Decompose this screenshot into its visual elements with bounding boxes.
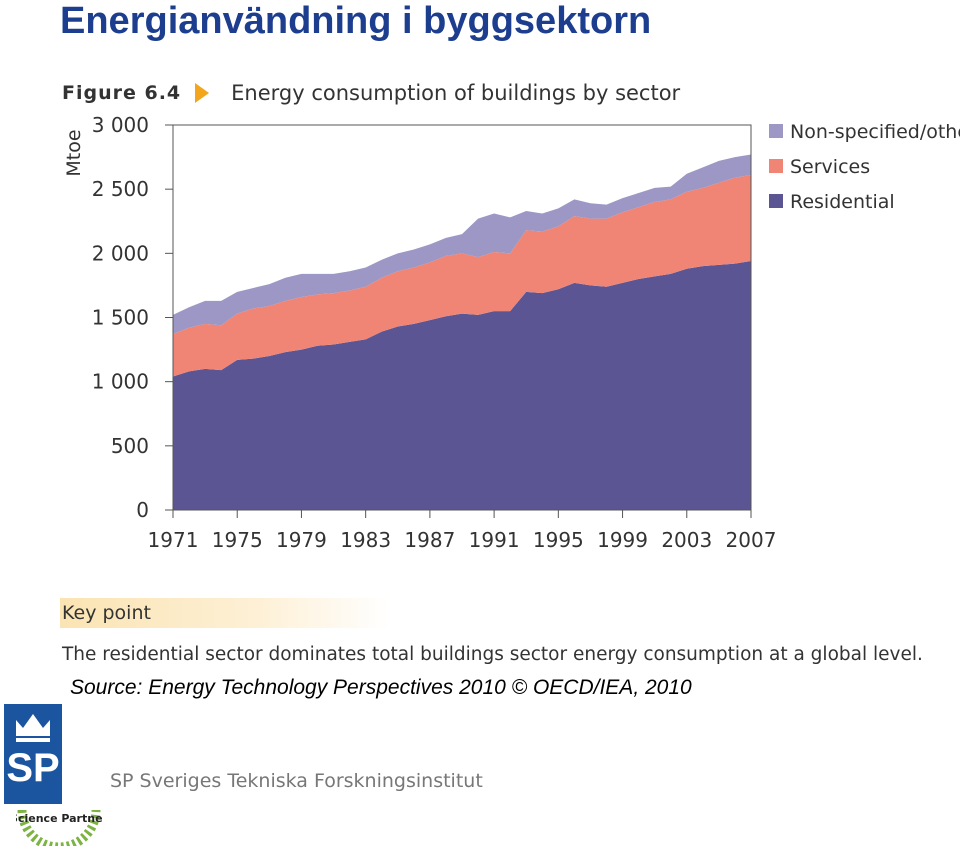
- y-tick-label: 3 000: [92, 113, 149, 137]
- x-tick-label: 1975: [212, 528, 263, 552]
- legend-label-0: Residential: [790, 191, 895, 213]
- x-tick-label: 1991: [469, 528, 520, 552]
- y-tick-label: 2 000: [92, 241, 149, 265]
- org-name: SP Sveriges Tekniska Forskningsinstitut: [110, 770, 483, 792]
- series-area-2: [173, 154, 751, 335]
- science-partner-badge: Science Partner: [16, 809, 102, 846]
- sp-logo: SP: [4, 704, 62, 804]
- figure-header: Figure 6.4 Energy consumption of buildin…: [62, 78, 680, 108]
- series-area-1: [173, 175, 751, 377]
- legend-swatch-1: [769, 159, 783, 173]
- legend-swatch-2: [769, 124, 783, 138]
- x-tick-label: 1987: [404, 528, 455, 552]
- slide-title: Energianvändning i byggsektorn: [60, 0, 652, 42]
- x-tick-label: 1971: [148, 528, 199, 552]
- key-point-title: Key point: [62, 602, 151, 624]
- y-tick-label: 1 000: [92, 370, 149, 394]
- y-tick-label: 2 500: [92, 177, 149, 201]
- legend-label-1: Services: [790, 156, 870, 178]
- crown-icon: [16, 714, 50, 742]
- legend-swatch-0: [769, 194, 783, 208]
- key-point-bar: [60, 598, 390, 628]
- x-tick-label: 2007: [726, 528, 777, 552]
- figure-label: Figure 6.4: [62, 82, 182, 104]
- y-tick-label: 0: [136, 498, 149, 522]
- x-tick-label: 1979: [276, 528, 327, 552]
- logo-text: SP: [6, 746, 60, 790]
- area-chart: 0 500 1 000 1 500 2 000 2 500 3 000 1971 1975 197…: [63, 113, 960, 552]
- legend-label-2: Non-specified/other: [790, 121, 960, 143]
- y-axis-label: Mtoe: [63, 129, 85, 176]
- source-citation: Source: Energy Technology Perspectives 2…: [70, 676, 692, 699]
- x-tick-label: 2003: [661, 528, 712, 552]
- y-tick-label: 500: [111, 434, 149, 458]
- series-area-0: [173, 261, 751, 510]
- figure-title: Energy consumption of buildings by secto…: [231, 81, 681, 105]
- arrow-right-icon: [195, 83, 210, 103]
- x-tick-label: 1995: [533, 528, 584, 552]
- y-tick-label: 1 500: [92, 306, 149, 330]
- key-point-text: The residential sector dominates total b…: [62, 644, 923, 665]
- x-tick-label: 1999: [597, 528, 648, 552]
- x-tick-label: 1983: [340, 528, 391, 552]
- badge-text: Science Partner: [16, 812, 102, 825]
